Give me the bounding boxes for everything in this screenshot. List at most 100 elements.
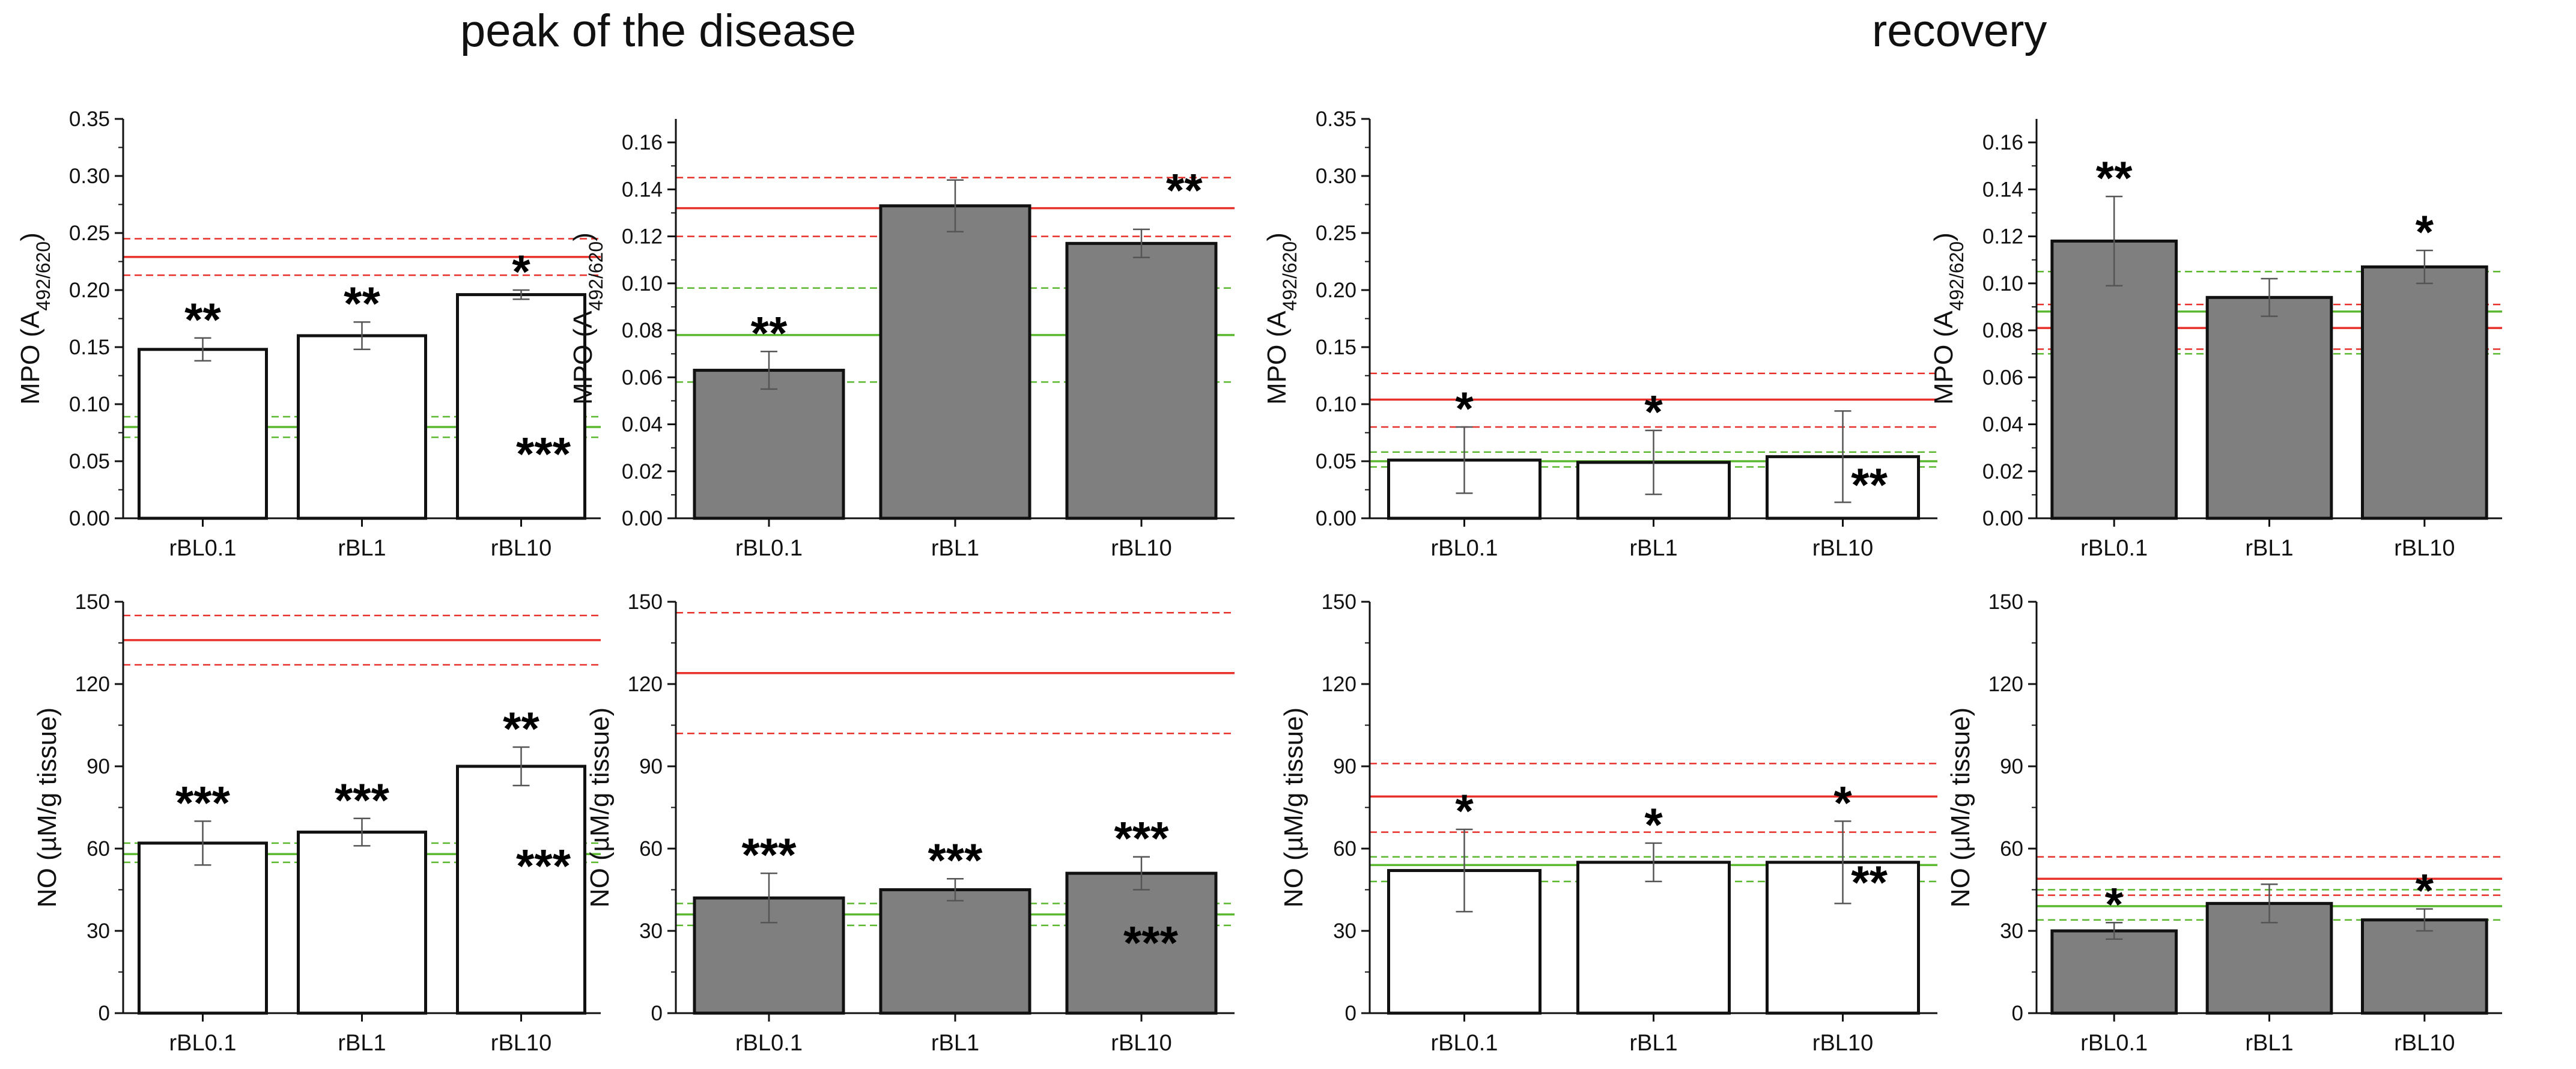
bar-rBL1 <box>879 204 1031 520</box>
bar-rBL10 <box>456 765 586 1015</box>
y-tick-label: 30 <box>639 919 663 943</box>
bar-rBL0.1 <box>138 841 268 1015</box>
y-tick-label: 0 <box>2012 1002 2023 1025</box>
y-tick-label: 90 <box>639 755 663 778</box>
x-tick-label: rBL0.1 <box>2080 536 2148 561</box>
bar-rBL0.1 <box>693 369 845 520</box>
bar-rBL10 <box>2361 265 2488 520</box>
x-tick-label: rBL0.1 <box>735 536 803 561</box>
bar-rBL10 <box>2361 918 2488 1015</box>
y-tick-label: 150 <box>1988 590 2023 614</box>
bar-rBL1 <box>879 888 1031 1015</box>
significance-stars: ** <box>503 702 539 755</box>
chart-peak-no-gray: *** rBL0.1 *** rBL1 *** rBL10 *** 0 30 60 90 120 150… <box>585 590 1235 1056</box>
y-axis-label: NO (µM/g tissue) <box>585 707 615 907</box>
y-tick-label: 120 <box>628 673 663 696</box>
y-tick-label: 0.12 <box>1982 225 2023 249</box>
bar-rBL10 <box>456 293 586 520</box>
chart-peak-mpo-gray: ** rBL0.1 rBL1 rBL10 ** 0.00 0.02 0.04 0.06 0.08 0… <box>568 119 1235 561</box>
significance-stars: *** <box>928 834 983 886</box>
annotation-stars: *** <box>516 428 571 480</box>
x-tick-label: rBL1 <box>2245 1031 2293 1056</box>
significance-stars: * <box>1644 386 1663 438</box>
significance-stars: * <box>2416 205 2434 258</box>
x-tick-label: rBL0.1 <box>169 536 237 561</box>
y-tick-label: 0.16 <box>1982 131 2023 154</box>
y-tick-label: 0.04 <box>1982 413 2023 437</box>
bar-rBL0.1 <box>138 348 268 520</box>
y-tick-label: 0.00 <box>1982 507 2023 530</box>
y-tick-label: 0.25 <box>1316 222 1356 245</box>
y-tick-label: 0.15 <box>1316 336 1356 359</box>
annotation-stars: *** <box>516 839 571 892</box>
x-tick-label: rBL0.1 <box>169 1031 237 1056</box>
y-tick-label: 0.10 <box>1316 393 1356 416</box>
significance-stars: * <box>1833 776 1852 829</box>
chart-rec-mpo-gray: ** rBL0.1 rBL1 * rBL10 0.00 0.02 0.04 0.06 0.08 0.… <box>1929 119 2502 561</box>
x-tick-label: rBL10 <box>2394 1031 2455 1056</box>
y-tick-label: 0.14 <box>622 178 663 201</box>
chart-peak-no-white: *** rBL0.1 *** rBL1 ** rBL10 *** 0 30 60 90 120 150 N… <box>32 590 601 1056</box>
y-tick-label: 0.00 <box>69 507 110 530</box>
y-tick-label: 60 <box>87 837 110 861</box>
bar-rBL1 <box>2205 295 2333 520</box>
y-axis-label: MPO (A492/620) <box>568 232 607 405</box>
y-tick-label: 0.35 <box>69 108 110 131</box>
y-tick-label: 120 <box>1322 673 1356 696</box>
y-tick-label: 0.20 <box>69 279 110 302</box>
y-tick-label: 0.08 <box>622 319 663 342</box>
significance-stars: * <box>512 245 530 298</box>
annotation-stars: ** <box>1851 458 1888 511</box>
y-tick-label: 0.35 <box>1316 108 1356 131</box>
y-tick-label: 0.15 <box>69 336 110 359</box>
y-tick-label: 0.02 <box>622 460 663 483</box>
y-tick-label: 30 <box>1333 919 1356 943</box>
y-axis-label: MPO (A492/620) <box>1929 232 1967 405</box>
section-title-peak: peak of the disease <box>460 5 857 56</box>
x-tick-label: rBL10 <box>1812 536 1873 561</box>
y-tick-label: 0.04 <box>622 413 663 437</box>
y-tick-label: 0.05 <box>69 450 110 473</box>
chart-peak-mpo-white: ** rBL0.1 ** rBL1 * rBL10 *** 0.00 0.05 0.10 0.15 0… <box>16 108 601 561</box>
y-tick-label: 0.30 <box>1316 165 1356 188</box>
y-tick-label: 0.06 <box>1982 366 2023 389</box>
chart-rec-no-white: * rBL0.1 * rBL1 * rBL10 ** 0 30 60 90 120 150 NO (µM/… <box>1279 590 1937 1056</box>
y-tick-label: 0 <box>1345 1002 1356 1025</box>
y-tick-label: 0.14 <box>1982 178 2023 201</box>
significance-stars: * <box>1455 382 1474 435</box>
y-tick-label: 0.06 <box>622 366 663 389</box>
y-axis-label: NO (µM/g tissue) <box>1279 707 1308 907</box>
y-tick-label: 90 <box>2000 755 2023 778</box>
significance-stars: ** <box>344 277 380 330</box>
x-tick-label: rBL1 <box>1629 536 1677 561</box>
significance-stars: ** <box>184 293 221 346</box>
x-tick-label: rBL1 <box>338 1031 386 1056</box>
bar-rBL1 <box>297 334 427 520</box>
x-tick-label: rBL0.1 <box>1431 536 1498 561</box>
x-tick-label: rBL0.1 <box>735 1031 803 1056</box>
chart-rec-no-gray: * rBL0.1 rBL1 * rBL10 0 30 60 90 120 150 NO (µM/g t… <box>1946 590 2502 1056</box>
y-tick-label: 0.12 <box>622 225 663 249</box>
y-tick-label: 0.00 <box>622 507 663 530</box>
annotation-stars: ** <box>1851 856 1888 909</box>
y-tick-label: 60 <box>1333 837 1356 861</box>
bar-rBL0.1 <box>2050 929 2178 1015</box>
significance-stars: *** <box>1114 812 1169 865</box>
y-tick-label: 0.10 <box>69 393 110 416</box>
x-tick-label: rBL1 <box>2245 536 2293 561</box>
x-tick-label: rBL1 <box>931 536 979 561</box>
y-tick-label: 0.00 <box>1316 507 1356 530</box>
x-tick-label: rBL10 <box>491 1031 551 1056</box>
y-tick-label: 0.10 <box>1982 272 2023 295</box>
y-tick-label: 0.30 <box>69 165 110 188</box>
y-tick-label: 30 <box>2000 919 2023 943</box>
x-tick-label: rBL10 <box>1111 1031 1171 1056</box>
y-tick-label: 0.05 <box>1316 450 1356 473</box>
y-tick-label: 0.25 <box>69 222 110 245</box>
y-tick-label: 0 <box>99 1002 110 1025</box>
significance-stars: * <box>1644 798 1663 851</box>
significance-stars: * <box>1455 784 1474 837</box>
y-tick-label: 90 <box>1333 755 1356 778</box>
x-tick-label: rBL0.1 <box>1431 1031 1498 1056</box>
bar-rBL1 <box>297 831 427 1015</box>
